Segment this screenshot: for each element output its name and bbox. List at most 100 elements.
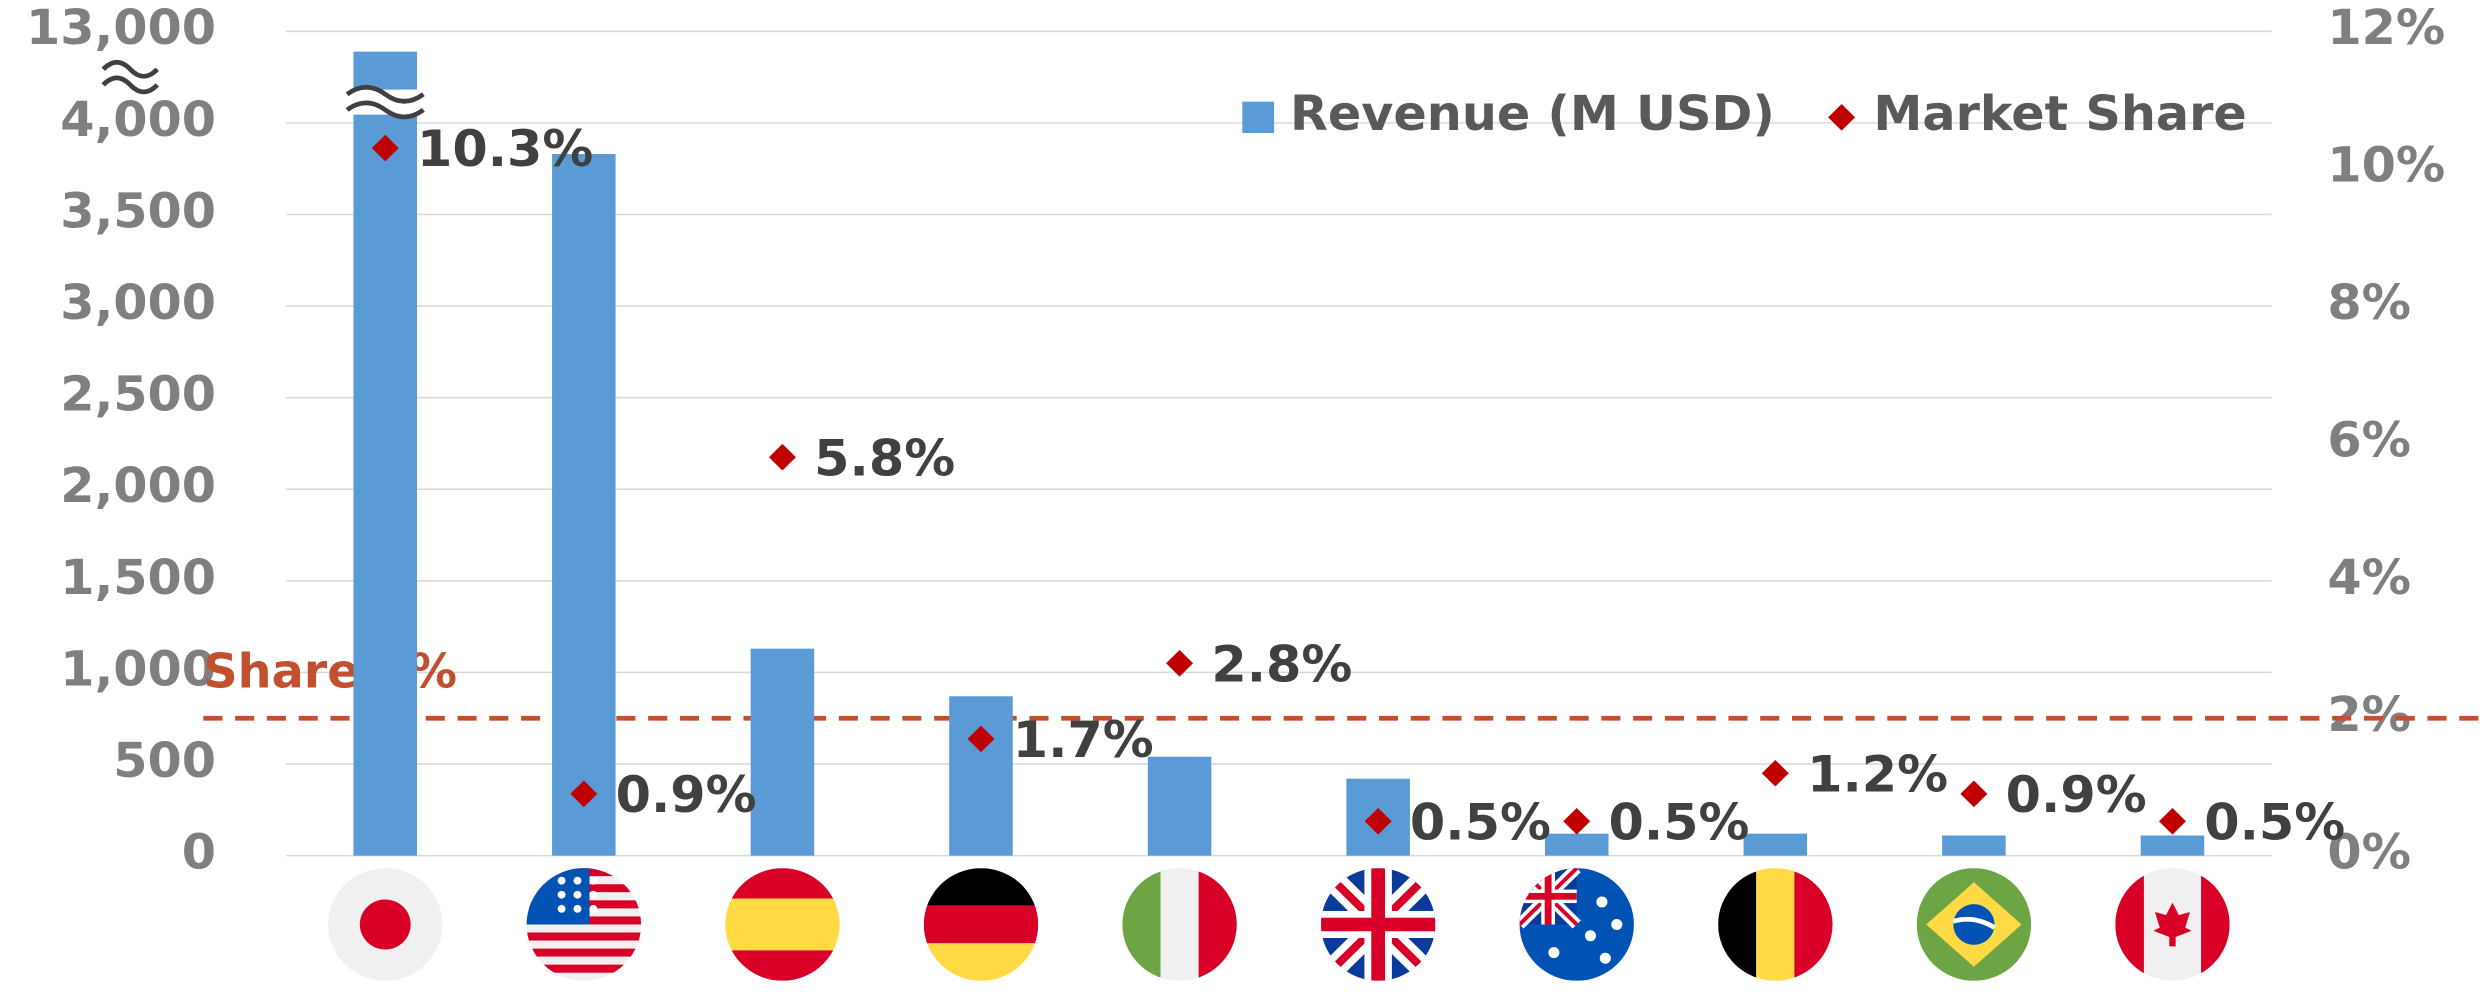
data-label: 2.8%: [1211, 635, 1352, 694]
y-tick-label: 13,000: [26, 0, 216, 56]
y-tick-label: 1,500: [60, 549, 216, 606]
flag: [923, 868, 1039, 981]
flag-part: [1122, 868, 1161, 981]
marker: [1364, 808, 1392, 835]
flag: [1519, 868, 1634, 981]
flag-part: [1320, 917, 1436, 932]
flag-part: [923, 943, 1039, 981]
flag-part: [557, 904, 566, 913]
marker: [1960, 780, 1988, 808]
flag-part: [557, 876, 566, 885]
bar: [552, 154, 616, 856]
bar-break: [345, 100, 425, 120]
flag-part: [725, 950, 840, 981]
y-tick-label: 500: [113, 732, 216, 789]
y-tick-label: 2,000: [60, 458, 216, 515]
marker: [1166, 650, 1194, 677]
axis-break: [101, 75, 160, 95]
data-label: 5.8%: [814, 429, 955, 488]
bar: [949, 696, 1013, 856]
flag-part: [1599, 952, 1611, 964]
flag: [526, 868, 642, 981]
flag-part: [557, 890, 566, 899]
y2-tick-label: 6%: [2327, 412, 2411, 469]
flag-part: [1548, 947, 1560, 959]
marker: [1563, 808, 1591, 835]
flag-part: [573, 876, 582, 885]
marker: [967, 725, 995, 753]
flag-part: [1952, 916, 1996, 930]
marker: [570, 780, 598, 808]
legend-swatch: [1828, 104, 1856, 131]
flag: [1718, 868, 1833, 981]
bar: [2140, 835, 2205, 856]
flag-part: [589, 890, 598, 899]
flag-part: [1596, 896, 1608, 908]
bar: [750, 648, 815, 856]
y-tick-label: 3,500: [60, 183, 216, 240]
flag-part: [589, 904, 598, 913]
data-label: 0.9%: [2006, 765, 2147, 824]
flag-part: [2153, 902, 2192, 947]
data-label: 0.5%: [1410, 793, 1551, 852]
bar: [1942, 835, 2006, 856]
y2-tick-label: 0%: [2327, 824, 2411, 881]
data-label: 1.7%: [1013, 710, 1154, 769]
flag-part: [573, 904, 582, 913]
flag-part: [1718, 868, 1757, 981]
flag: [1320, 868, 1436, 981]
flag-part: [359, 899, 411, 950]
y2-tick-label: 4%: [2327, 549, 2411, 606]
flag-part: [1584, 930, 1597, 942]
y-tick-label: 3,000: [60, 274, 216, 331]
flag-part: [2115, 868, 2144, 981]
flag: [1916, 868, 2032, 981]
flag: [2115, 868, 2230, 981]
axis-break: [101, 59, 160, 79]
marker: [371, 134, 399, 162]
bar: [353, 51, 418, 856]
flag-part: [725, 868, 840, 899]
y2-tick-label: 12%: [2327, 0, 2445, 56]
flag-part: [526, 924, 642, 933]
y-tick-label: 4,000: [60, 91, 216, 148]
flag-part: [573, 890, 582, 899]
flag-part: [526, 972, 642, 981]
marker: [768, 443, 796, 471]
flag-part: [923, 868, 1039, 906]
y2-tick-label: 8%: [2327, 274, 2411, 331]
bar: [1544, 833, 1609, 856]
reference-label: Share 2%: [203, 645, 457, 700]
flag-part: [2201, 868, 2230, 981]
flag-part: [1160, 868, 1199, 981]
y-tick-label: 2,500: [60, 366, 216, 423]
flag-part: [526, 932, 642, 941]
flag-part: [1611, 919, 1623, 930]
data-label: 1.2%: [1807, 745, 1948, 804]
bar: [1147, 756, 1212, 856]
bar-break: [345, 84, 425, 104]
y-tick-label: 1,000: [60, 641, 216, 698]
flag-part: [725, 898, 840, 951]
bar: [1743, 833, 1808, 856]
data-label: 0.5%: [1609, 793, 1750, 852]
flag: [1122, 868, 1237, 981]
legend-swatch: [1242, 101, 1275, 133]
data-label: 0.5%: [2204, 793, 2345, 852]
flag-part: [1756, 868, 1795, 981]
y2-tick-label: 10%: [2327, 137, 2445, 194]
flag: [725, 868, 840, 981]
data-label: 10.3%: [417, 120, 593, 179]
flag-part: [1519, 892, 1577, 900]
y2-tick-label: 2%: [2327, 687, 2411, 744]
flag-part: [589, 876, 598, 885]
flag: [328, 868, 443, 981]
flag-part: [526, 948, 642, 957]
flag-part: [1953, 904, 1995, 945]
flag-part: [526, 964, 642, 973]
legend-label: Market Share: [1873, 86, 2246, 143]
legend-label: Revenue (M USD): [1290, 86, 1775, 143]
marker: [2158, 808, 2186, 835]
flag-part: [1794, 868, 1833, 981]
